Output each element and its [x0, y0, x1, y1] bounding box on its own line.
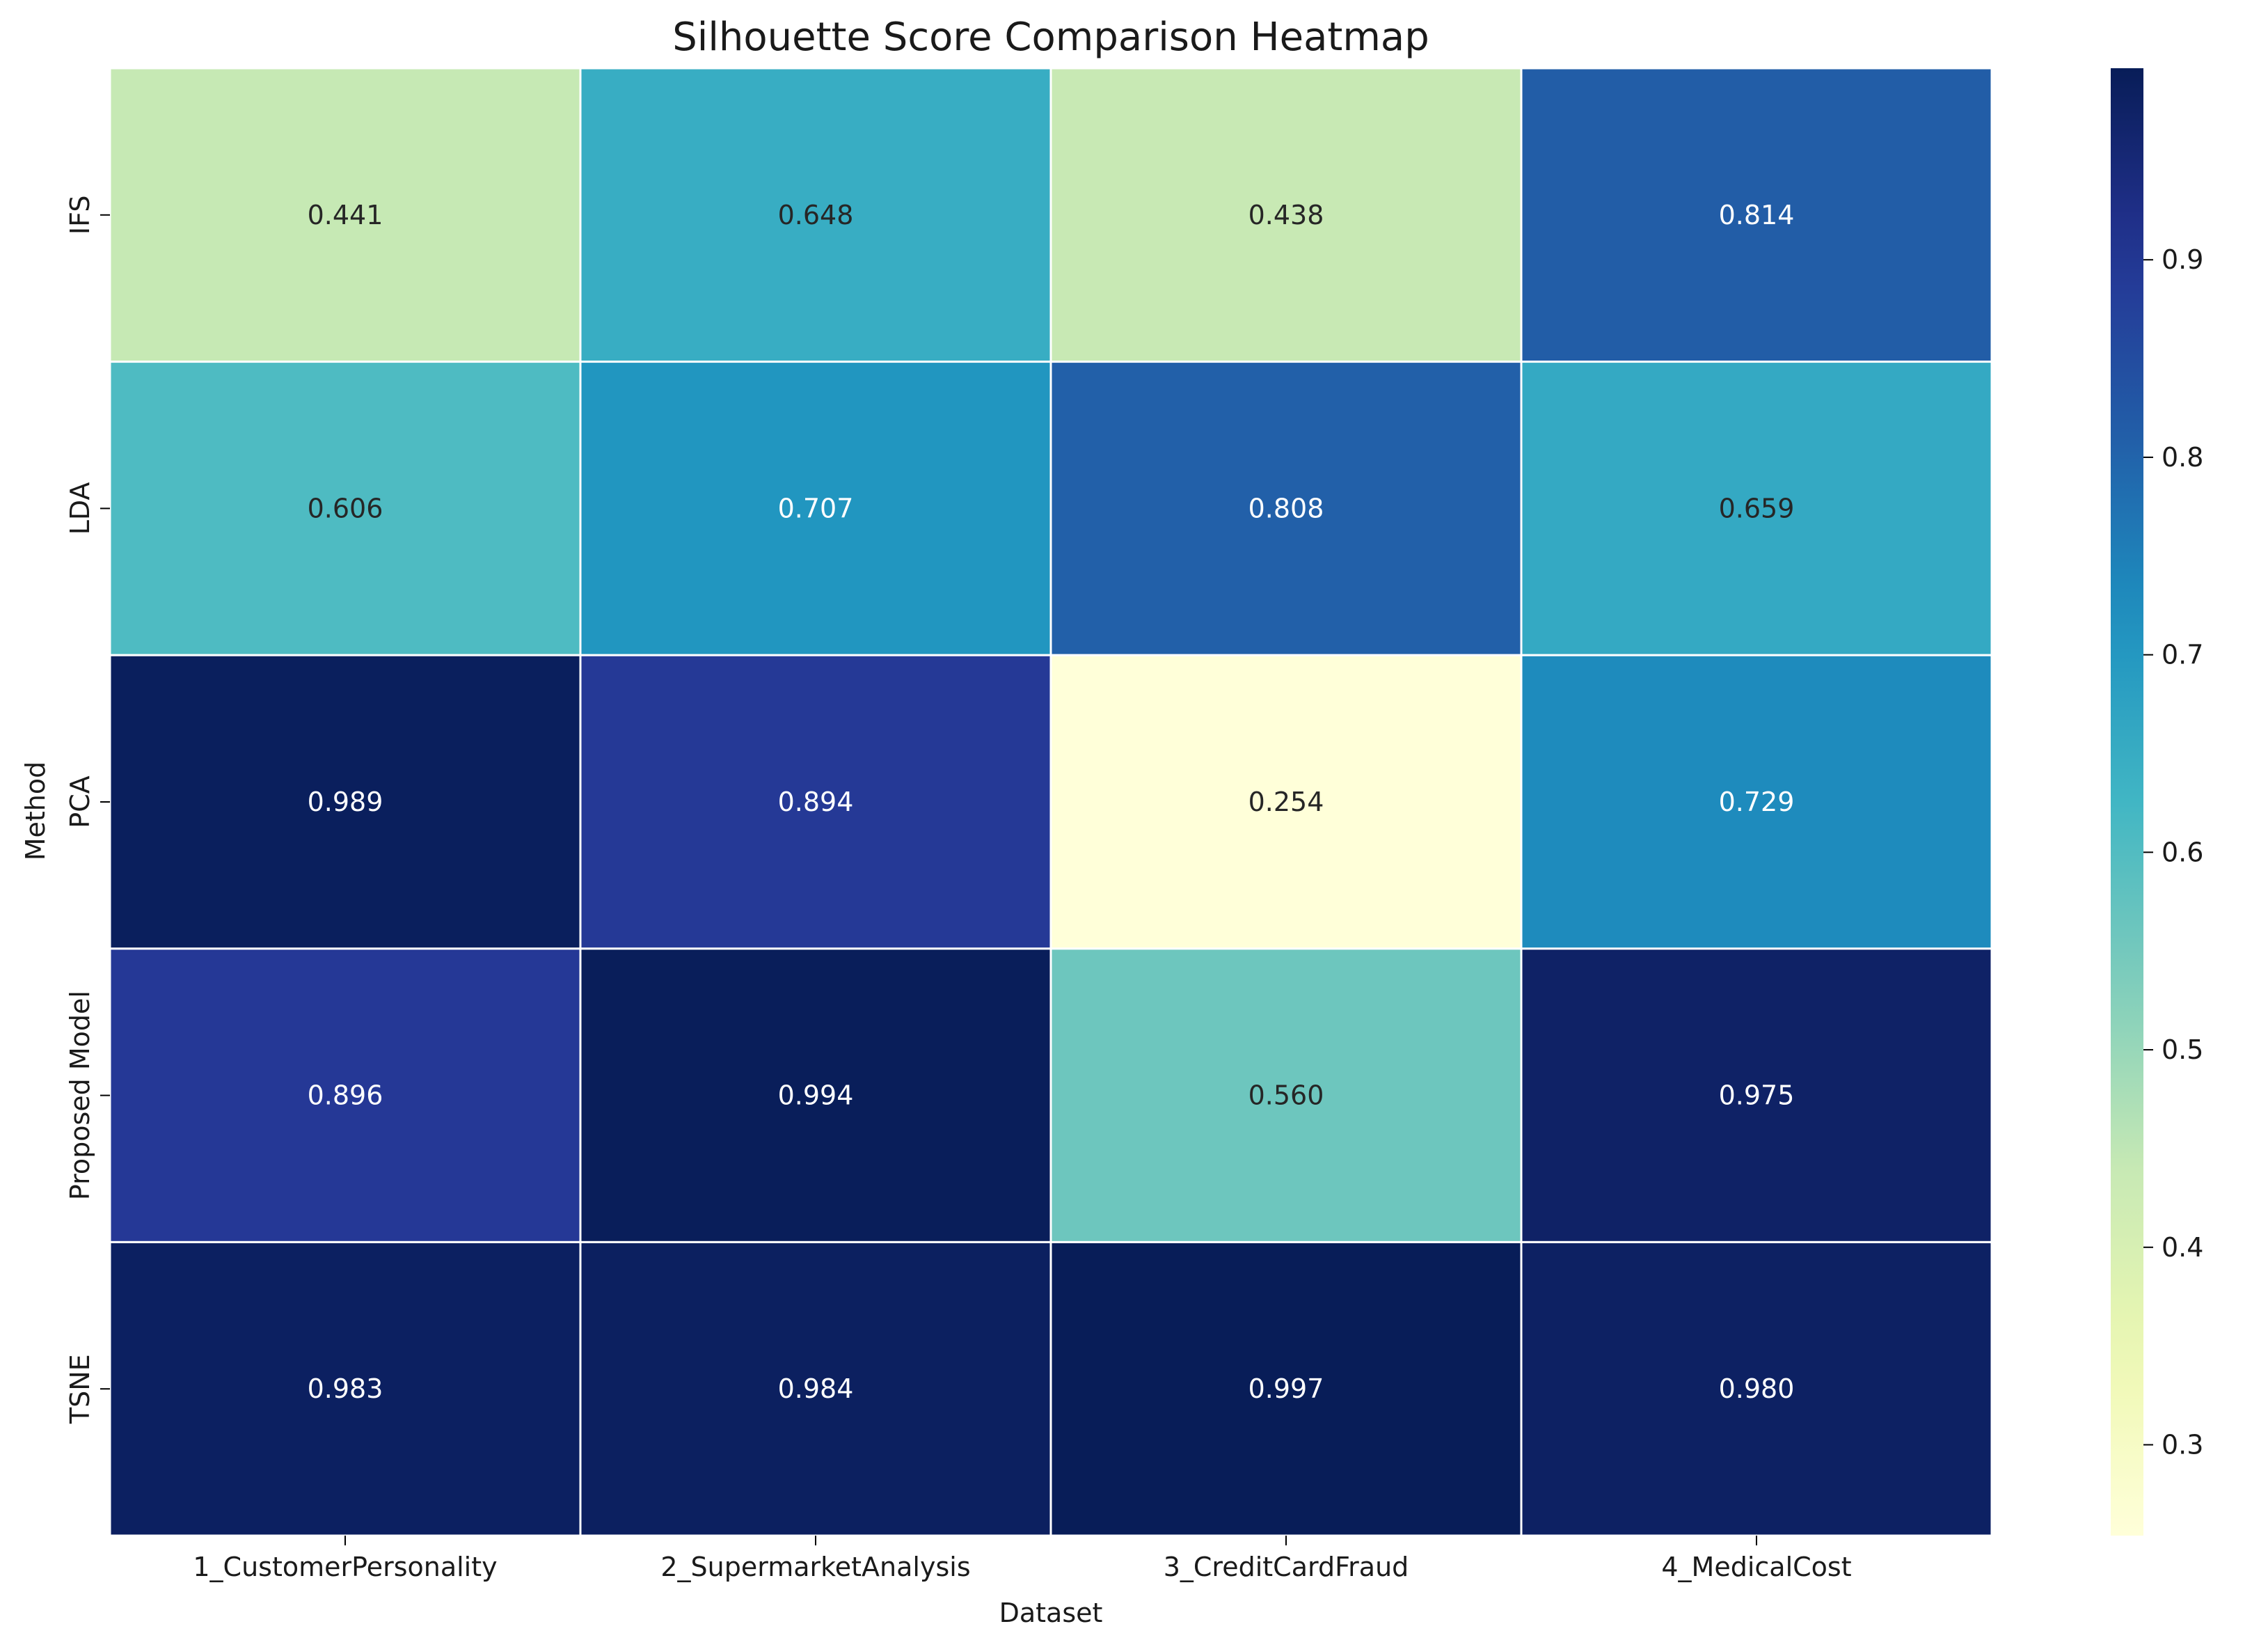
cell-value-label: 0.896	[308, 1080, 383, 1111]
colorbar-tick-label: 0.3	[2162, 1429, 2203, 1460]
heatmap-cell	[1520, 654, 1993, 950]
heatmap-cell	[1520, 67, 1993, 363]
cell-value-label: 0.894	[778, 787, 854, 817]
y-axis: IFS LDA PCA Proposed Model TSNE	[65, 196, 110, 1424]
heatmap-cell	[1049, 67, 1523, 363]
x-tick-label: 2_SupermarketAnalysis	[660, 1552, 970, 1582]
cell-value-label: 0.648	[778, 200, 854, 230]
cell-value-label: 0.980	[1719, 1373, 1795, 1404]
colorbar-gradient	[2111, 68, 2143, 1536]
cell-value-label: 0.994	[778, 1080, 854, 1111]
heatmap-cell	[1049, 361, 1523, 656]
heatmap-cells	[109, 67, 1993, 1537]
heatmap-cell	[1049, 947, 1523, 1243]
cell-value-label: 0.983	[308, 1373, 383, 1404]
colorbar-tick-label: 0.6	[2162, 837, 2203, 867]
cell-value-label: 0.254	[1248, 787, 1324, 817]
y-tick-label: PCA	[65, 775, 95, 828]
colorbar: 0.3 0.4 0.5 0.6 0.7 0.8 0.9	[2111, 68, 2203, 1536]
x-axis: 1_CustomerPersonality 2_SupermarketAnalys…	[193, 1536, 1852, 1582]
heatmap-cell	[109, 67, 582, 363]
cell-value-label: 0.997	[1248, 1373, 1324, 1404]
x-tick-label: 1_CustomerPersonality	[193, 1552, 497, 1582]
cell-value-label: 0.989	[308, 787, 383, 817]
colorbar-tick-label: 0.7	[2162, 640, 2203, 670]
cell-value-label: 0.814	[1719, 200, 1795, 230]
heatmap-cell	[579, 67, 1052, 363]
heatmap-cell	[1520, 1240, 1993, 1537]
heatmap-cell	[1049, 1240, 1523, 1537]
heatmap-cell	[1520, 947, 1993, 1243]
cell-value-label: 0.808	[1248, 493, 1324, 523]
chart-title: Silhouette Score Comparison Heatmap	[672, 15, 1429, 60]
colorbar-tick-label: 0.4	[2162, 1232, 2203, 1263]
x-tick-label: 3_CreditCardFraud	[1164, 1552, 1409, 1582]
heatmap-cell	[109, 947, 582, 1243]
y-tick-label: IFS	[65, 196, 95, 235]
cell-value-labels: 0.441 0.648 0.438 0.814 0.606 0.707 0.808 0.659…	[308, 200, 1795, 1404]
x-axis-label: Dataset	[999, 1598, 1103, 1628]
heatmap-cell	[579, 654, 1052, 950]
cell-value-label: 0.729	[1719, 787, 1795, 817]
y-axis-label: Method	[20, 762, 51, 861]
heatmap-cell	[579, 1240, 1052, 1537]
heatmap-cell	[1520, 361, 1993, 656]
y-tick-label: LDA	[65, 482, 95, 535]
cell-value-label: 0.441	[308, 200, 383, 230]
cell-value-label: 0.560	[1248, 1080, 1324, 1111]
x-tick-label: 4_MedicalCost	[1661, 1552, 1851, 1582]
colorbar-tick-label: 0.5	[2162, 1034, 2203, 1065]
cell-value-label: 0.975	[1719, 1080, 1795, 1111]
cell-value-label: 0.984	[778, 1373, 854, 1404]
cell-value-label: 0.707	[778, 493, 854, 523]
heatmap-cell	[579, 361, 1052, 656]
y-tick-label: TSNE	[65, 1354, 95, 1424]
cell-value-label: 0.606	[308, 493, 383, 523]
heatmap-cell	[109, 361, 582, 656]
colorbar-tick-label: 0.9	[2162, 244, 2203, 275]
heatmap-cell	[579, 947, 1052, 1243]
y-tick-label: Proposed Model	[65, 991, 95, 1200]
colorbar-tick-label: 0.8	[2162, 442, 2203, 473]
heatmap-cell	[109, 1240, 582, 1537]
cell-value-label: 0.438	[1248, 200, 1324, 230]
colorbar-ticks: 0.3 0.4 0.5 0.6 0.7 0.8 0.9	[2143, 244, 2203, 1460]
cell-value-label: 0.659	[1719, 493, 1795, 523]
